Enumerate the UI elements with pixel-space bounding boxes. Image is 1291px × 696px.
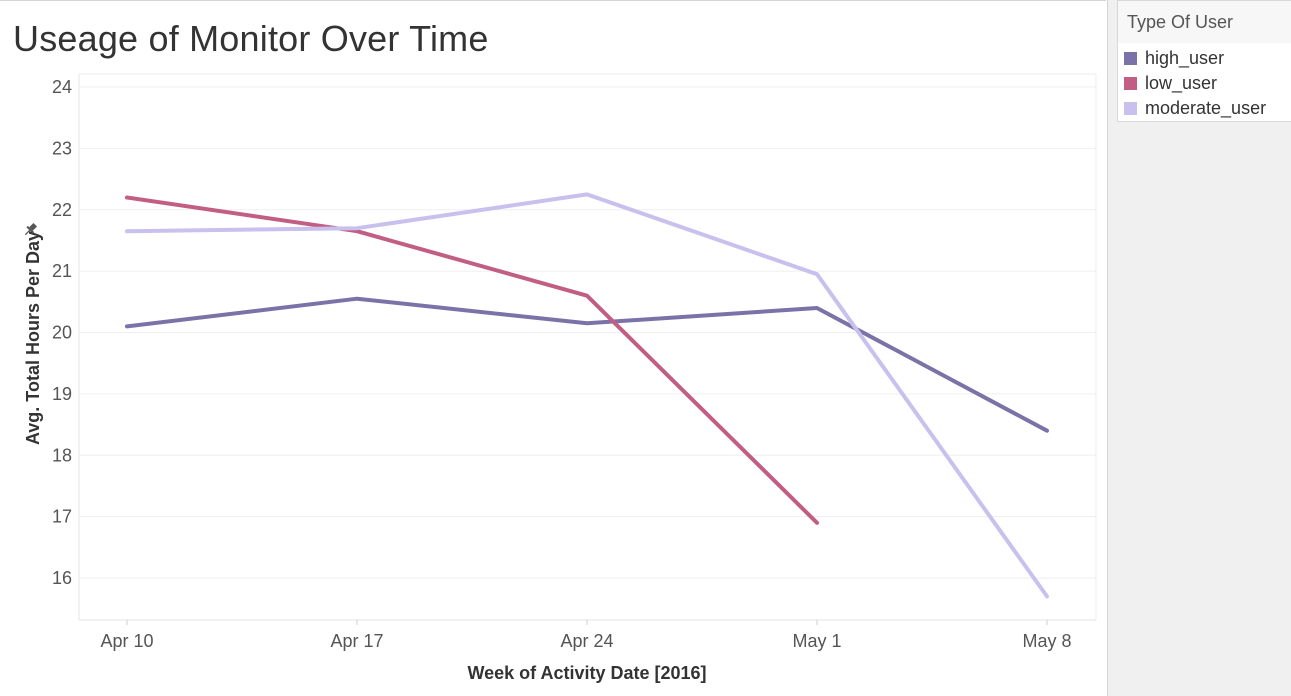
side-panel: Type Of User high_user low_user moderate_u… [1107, 0, 1291, 696]
line-chart: 16 17 18 19 20 21 22 23 24 Apr 10 Apr 17 Apr 24 May … [23, 73, 1097, 683]
series-line-moderate-user [125, 192, 1049, 599]
series-line-low-user [125, 195, 819, 525]
pin-icon-collar [26, 225, 35, 234]
legend-header [1118, 1, 1291, 43]
legend-item-low-user[interactable]: low_user [1124, 72, 1217, 94]
legend-label: low_user [1145, 72, 1218, 93]
legend-title: Type Of User [1127, 12, 1234, 32]
x-tick-label: May 8 [1022, 631, 1071, 651]
x-tick-label: Apr 17 [330, 631, 383, 651]
y-tick-label: 23 [52, 138, 72, 158]
top-border [0, 0, 1106, 1]
y-tick-label: 16 [52, 568, 72, 588]
y-tick-label: 20 [52, 323, 72, 343]
series-layer [125, 192, 1049, 599]
legend-swatch [1124, 76, 1137, 90]
legend-swatch [1124, 101, 1137, 115]
legend-swatch [1124, 51, 1137, 65]
x-tick-label: Apr 24 [560, 631, 613, 651]
y-tick-label: 21 [52, 261, 72, 281]
pin-icon [24, 222, 38, 236]
series-line-high-user [125, 296, 1049, 433]
x-tick-label: Apr 10 [100, 631, 153, 651]
x-axis-title: Week of Activity Date [2016] [467, 663, 706, 683]
grid-layer [79, 86, 1096, 579]
axis-layer [78, 73, 1097, 625]
y-tick-label: 22 [52, 200, 72, 220]
y-tick-label: 24 [52, 77, 72, 97]
label-layer: 16 17 18 19 20 21 22 23 24 Apr 10 Apr 17 Apr 24 May … [23, 77, 1072, 683]
y-tick-label: 19 [52, 384, 72, 404]
legend-item-moderate-user[interactable]: moderate_user [1124, 97, 1266, 119]
legend-label: high_user [1145, 47, 1225, 68]
chart-title: Useage of Monitor Over Time [13, 18, 489, 59]
legend-label: moderate_user [1145, 97, 1267, 118]
y-axis-title: Avg. Total Hours Per Day [23, 231, 43, 445]
y-tick-label: 18 [52, 445, 72, 465]
y-tick-label: 17 [52, 507, 72, 527]
pin-icon-needle [24, 229, 31, 236]
legend-item-high-user[interactable]: high_user [1124, 47, 1224, 69]
legend: Type Of User high_user low_user moderate_u… [1117, 0, 1291, 122]
pin-icon-head [29, 222, 38, 231]
x-tick-label: May 1 [792, 631, 841, 651]
